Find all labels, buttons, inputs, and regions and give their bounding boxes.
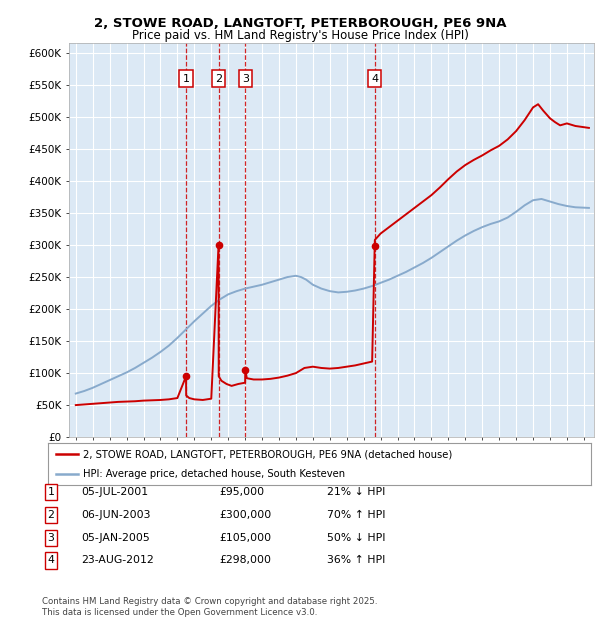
Text: £105,000: £105,000 (219, 533, 271, 542)
Text: 21% ↓ HPI: 21% ↓ HPI (327, 487, 385, 497)
Text: 23-AUG-2012: 23-AUG-2012 (81, 556, 154, 565)
Text: 1: 1 (182, 74, 190, 84)
Text: 1: 1 (47, 487, 55, 497)
Text: 2, STOWE ROAD, LANGTOFT, PETERBOROUGH, PE6 9NA: 2, STOWE ROAD, LANGTOFT, PETERBOROUGH, P… (94, 17, 506, 30)
Text: 36% ↑ HPI: 36% ↑ HPI (327, 556, 385, 565)
Text: 3: 3 (47, 533, 55, 542)
Text: Price paid vs. HM Land Registry's House Price Index (HPI): Price paid vs. HM Land Registry's House … (131, 30, 469, 42)
Text: Contains HM Land Registry data © Crown copyright and database right 2025.
This d: Contains HM Land Registry data © Crown c… (42, 598, 377, 617)
Text: 05-JUL-2001: 05-JUL-2001 (81, 487, 148, 497)
Text: HPI: Average price, detached house, South Kesteven: HPI: Average price, detached house, Sout… (83, 469, 346, 479)
Text: 2, STOWE ROAD, LANGTOFT, PETERBOROUGH, PE6 9NA (detached house): 2, STOWE ROAD, LANGTOFT, PETERBOROUGH, P… (83, 449, 452, 459)
Text: 05-JAN-2005: 05-JAN-2005 (81, 533, 150, 542)
Text: 2: 2 (215, 74, 222, 84)
Text: 4: 4 (371, 74, 378, 84)
Text: 3: 3 (242, 74, 249, 84)
Text: 4: 4 (47, 556, 55, 565)
Text: 2: 2 (47, 510, 55, 520)
Text: £95,000: £95,000 (219, 487, 264, 497)
Text: 70% ↑ HPI: 70% ↑ HPI (327, 510, 386, 520)
Text: £300,000: £300,000 (219, 510, 271, 520)
Text: £298,000: £298,000 (219, 556, 271, 565)
Text: 50% ↓ HPI: 50% ↓ HPI (327, 533, 386, 542)
Text: 06-JUN-2003: 06-JUN-2003 (81, 510, 151, 520)
